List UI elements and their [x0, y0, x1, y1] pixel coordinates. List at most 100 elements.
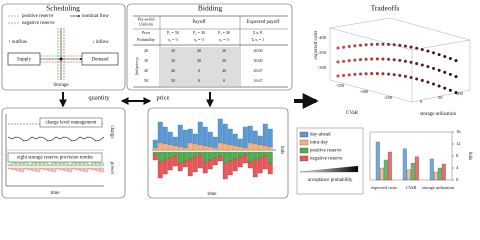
reserve-block — [27, 163, 32, 167]
bid-bar — [247, 151, 253, 163]
tradeoff-bar — [414, 156, 419, 181]
reserve-block — [99, 167, 104, 173]
reserve-block — [19, 162, 24, 167]
legend-label: day-ahead — [310, 133, 331, 138]
bid-bar — [242, 151, 248, 156]
tick-label: 50 — [438, 95, 443, 100]
table-cell: 20 — [171, 48, 175, 53]
table-cell: 50 — [144, 78, 148, 83]
scatter-point — [375, 57, 379, 61]
tradeoff-bar — [387, 151, 392, 181]
table-cell: 40 — [144, 68, 148, 73]
scatter-point — [381, 42, 385, 46]
scatter-point — [392, 43, 396, 47]
scatter-point — [347, 45, 351, 49]
scatter-point — [448, 57, 452, 61]
bid-bar — [222, 143, 228, 151]
reserve-block — [83, 167, 88, 173]
scatter-point — [358, 72, 362, 76]
bid-bar — [257, 135, 263, 146]
axis-label: time — [51, 191, 61, 196]
scatter-point — [358, 43, 362, 47]
scatter-point — [443, 55, 447, 59]
link-label: quantity — [88, 94, 110, 101]
scatter-point — [415, 62, 419, 66]
scatter-point — [420, 63, 424, 67]
table-side-label: bid price p — [134, 57, 139, 74]
panel-title: Tradeoffs — [371, 4, 400, 13]
bid-bar — [202, 161, 208, 174]
scatter-point — [381, 57, 385, 61]
tick-label: -250 — [384, 95, 393, 100]
reserve-block — [47, 163, 52, 167]
bid-bar — [187, 158, 193, 177]
bid-bar — [182, 129, 188, 149]
table-cell: 40 — [222, 68, 226, 73]
tick-label: -350 — [336, 83, 345, 88]
axis-label: time — [208, 192, 218, 197]
table-cell: Σ πᵢ = 1 — [252, 37, 264, 42]
legend-label: nominal flow — [82, 14, 109, 19]
bid-bar — [267, 151, 273, 164]
scatter-point — [454, 75, 458, 79]
tradeoff-bar — [410, 163, 415, 181]
axis-label: bids — [467, 152, 472, 160]
panel-title: Bidding — [198, 4, 222, 13]
network — [7, 14, 119, 80]
scatter-point — [370, 42, 374, 46]
bid-bar — [257, 144, 263, 151]
bid-bar — [157, 151, 163, 163]
bid-bar — [207, 146, 213, 151]
reserve-block — [91, 161, 96, 167]
scatter-point — [437, 68, 441, 72]
tick-label: 100 — [456, 91, 464, 96]
scatter-point — [454, 59, 458, 63]
table-cell: 20.00 — [254, 48, 263, 53]
bid-bar — [197, 154, 203, 169]
bid-bar — [202, 151, 208, 163]
table-cell: 0 — [223, 78, 225, 83]
bid-bar — [177, 162, 183, 172]
table-cell: Price — [142, 30, 150, 35]
scatter-point — [420, 48, 424, 52]
schedule-panel — [1, 107, 126, 199]
bid-bar — [152, 147, 158, 151]
bid-bar — [172, 136, 178, 147]
table-cell: 16.67 — [254, 78, 263, 83]
node-label: Supply — [17, 58, 32, 63]
bid-bar — [242, 126, 248, 149]
reserve-block — [71, 167, 76, 170]
table-cell: P₂ = 30 — [193, 30, 205, 35]
bid-bar — [222, 123, 228, 145]
scatter-point — [415, 46, 419, 50]
table-cell: π₁ = ⅓ — [168, 37, 179, 42]
x-tick-label: expected costs — [371, 185, 397, 190]
reserve-block — [43, 167, 48, 171]
scatter-point — [403, 59, 407, 63]
table-cell: 20 — [197, 48, 201, 53]
axis-label: charge — [109, 125, 114, 139]
bid-bar — [212, 157, 218, 166]
tick-label: 0 — [420, 99, 423, 104]
reserve-block — [99, 162, 104, 167]
table-header: Expected payoff — [247, 20, 280, 25]
legend-label: acceptance probability — [307, 178, 353, 183]
tradeoff-bar — [437, 167, 442, 181]
bid-bar — [247, 142, 253, 151]
bid-bar — [192, 151, 198, 158]
bid-bar — [167, 131, 173, 146]
reserve-block — [27, 167, 32, 171]
scatter-point — [432, 82, 436, 86]
scatter-point — [342, 45, 346, 49]
scheduling-panel — [1, 3, 126, 91]
bid-bar — [162, 126, 168, 145]
bid-bar — [152, 139, 158, 149]
flow-label: ↓ inflow — [92, 40, 109, 45]
reserve-block — [39, 167, 44, 170]
reserve-block — [59, 162, 64, 167]
bid-bar — [222, 162, 228, 180]
bid-bar — [257, 151, 263, 159]
link-arrows — [59, 92, 319, 109]
table-cell: 0 — [198, 78, 200, 83]
